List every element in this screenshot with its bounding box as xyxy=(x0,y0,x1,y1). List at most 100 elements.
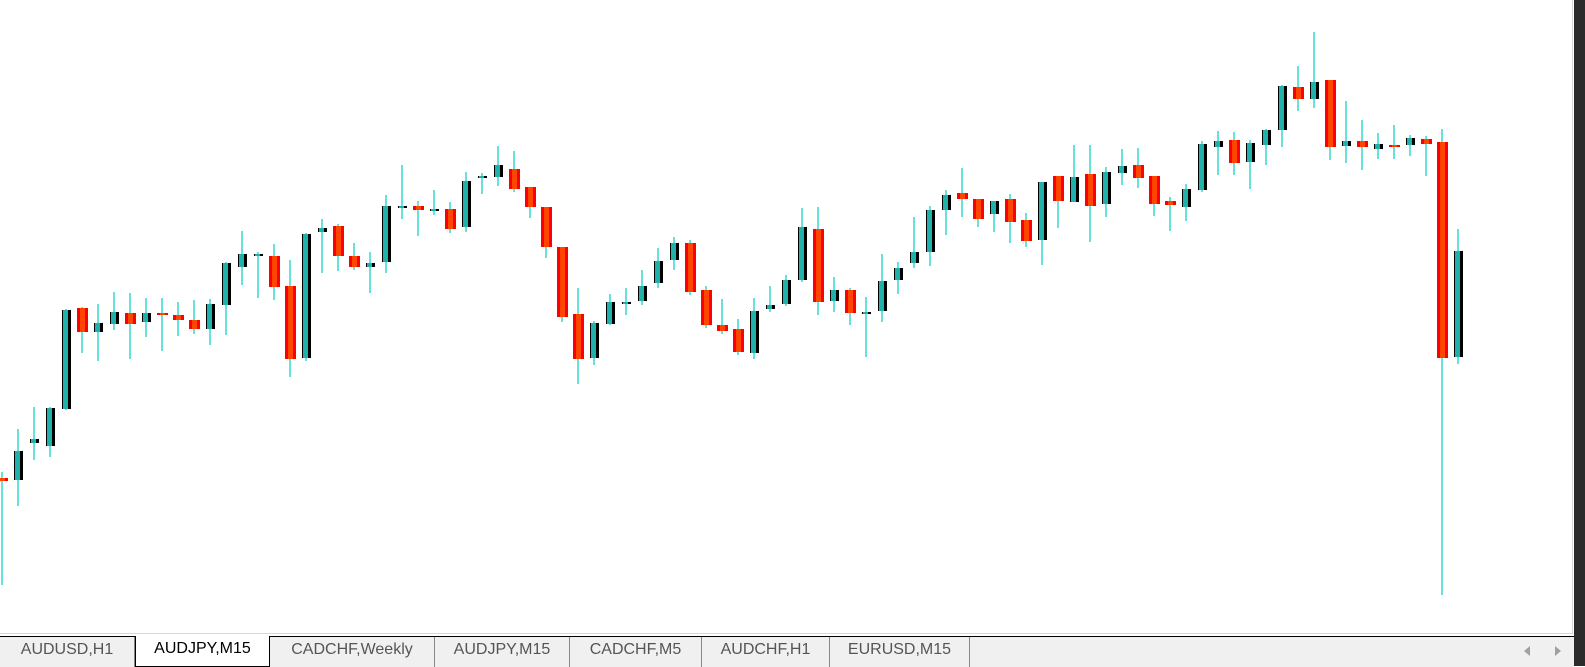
bull-candle xyxy=(638,270,647,305)
candle-body xyxy=(207,304,212,329)
bull-candle xyxy=(1454,229,1463,364)
candle-body xyxy=(31,439,36,443)
candle-body-inner xyxy=(1360,141,1365,147)
bear-candle xyxy=(0,472,8,585)
candle-body-inner xyxy=(1168,201,1173,205)
candle-body-inner xyxy=(1136,165,1141,178)
candle-body-inner xyxy=(848,290,853,313)
bear-candle xyxy=(173,302,184,336)
tab-label: AUDJPY,M15 xyxy=(453,641,551,658)
bear-candle xyxy=(1421,136,1432,176)
bear-candle xyxy=(1389,125,1400,159)
tab-cadchf-m5[interactable]: CADCHF,M5 xyxy=(570,637,702,667)
candle-body xyxy=(751,311,756,353)
candle-body-inner xyxy=(192,320,197,329)
candle-body xyxy=(831,290,836,301)
tab-audchf-h1[interactable]: AUDCHF,H1 xyxy=(702,637,830,667)
candle-body-inner xyxy=(1232,140,1237,163)
bull-candle xyxy=(926,206,935,266)
candle-body-inner xyxy=(288,286,293,359)
candle-body-inner xyxy=(336,226,341,256)
candle-body-inner xyxy=(1440,142,1445,358)
bear-candle xyxy=(1133,148,1144,188)
bull-candle xyxy=(382,195,391,273)
candle-body-inner xyxy=(544,207,549,247)
bull-candle xyxy=(1102,167,1111,217)
candle-body xyxy=(303,234,308,358)
candle-body-inner xyxy=(1008,199,1013,222)
bull-candle xyxy=(606,294,615,325)
bear-candle xyxy=(525,187,536,218)
candle-body xyxy=(63,310,68,409)
bull-candle xyxy=(366,252,375,293)
candle-body xyxy=(367,263,372,267)
candle-wick xyxy=(417,201,419,236)
bear-candle xyxy=(1357,120,1368,170)
candle-wick xyxy=(129,293,131,359)
bull-candle xyxy=(894,262,903,294)
bull-candle xyxy=(862,297,871,357)
candle-body xyxy=(799,227,804,280)
candlestick-chart[interactable] xyxy=(0,0,1572,633)
candle-body xyxy=(1407,138,1412,145)
tab-label: CADCHF,M5 xyxy=(589,641,682,658)
bull-candle xyxy=(1118,149,1127,185)
bull-candle xyxy=(238,231,247,285)
tab-audjpy-m15-active[interactable]: AUDJPY,M15 xyxy=(135,636,270,667)
tab-cadchf-weekly[interactable]: CADCHF,Weekly xyxy=(270,637,435,667)
candle-body-inner xyxy=(720,325,725,331)
candle-body-inner xyxy=(960,193,965,199)
bull-candle xyxy=(1262,129,1271,165)
bear-candle xyxy=(189,300,200,334)
candle-body xyxy=(431,209,436,211)
candle-body xyxy=(399,206,404,208)
candle-wick xyxy=(993,201,995,232)
bear-candle xyxy=(349,243,360,270)
candle-wick xyxy=(961,168,963,217)
candle-body xyxy=(1215,141,1220,147)
bear-candle xyxy=(717,299,728,334)
candle-body xyxy=(607,302,612,324)
tab-eurusd-m15[interactable]: EURUSD,M15 xyxy=(830,637,970,667)
candle-body xyxy=(943,195,948,210)
bear-candle xyxy=(285,260,296,377)
candle-body xyxy=(255,254,260,256)
bull-candle xyxy=(110,292,119,330)
candle-body xyxy=(143,313,148,322)
candle-body xyxy=(111,312,116,324)
candle-body xyxy=(895,268,900,280)
tab-audusd-h1[interactable]: AUDUSD,H1 xyxy=(0,637,135,667)
candle-body-inner xyxy=(80,308,85,332)
bear-candle xyxy=(541,207,552,258)
candle-wick xyxy=(1313,32,1315,108)
triangle-left-icon[interactable] xyxy=(1524,646,1530,656)
candle-body xyxy=(591,323,596,358)
candle-body-inner xyxy=(704,290,709,325)
candle-wick xyxy=(1249,140,1251,189)
candle-body xyxy=(1119,166,1124,173)
candle-body xyxy=(1311,82,1316,99)
bear-candle xyxy=(1437,129,1448,595)
candle-wick xyxy=(481,173,483,194)
candle-body xyxy=(623,302,628,304)
candle-body xyxy=(383,206,388,262)
candle-wick xyxy=(913,217,915,268)
bear-candle xyxy=(77,307,88,353)
candle-body xyxy=(1455,251,1460,357)
bear-candle xyxy=(845,288,856,325)
bull-candle xyxy=(1246,140,1255,189)
triangle-right-icon[interactable] xyxy=(1555,646,1561,656)
tab-audjpy-m15[interactable]: AUDJPY,M15 xyxy=(435,637,570,667)
bull-candle xyxy=(1070,145,1079,202)
candle-wick xyxy=(1169,197,1171,231)
candle-wick xyxy=(769,286,771,312)
bull-candle xyxy=(590,321,599,365)
bull-candle xyxy=(990,201,999,232)
candle-body-inner xyxy=(448,209,453,229)
chart-area[interactable] xyxy=(0,0,1573,634)
bear-candle xyxy=(333,224,344,271)
candle-body xyxy=(47,408,52,446)
bear-candle xyxy=(509,151,520,192)
bull-candle xyxy=(398,165,407,219)
tab-label: AUDCHF,H1 xyxy=(720,641,811,658)
